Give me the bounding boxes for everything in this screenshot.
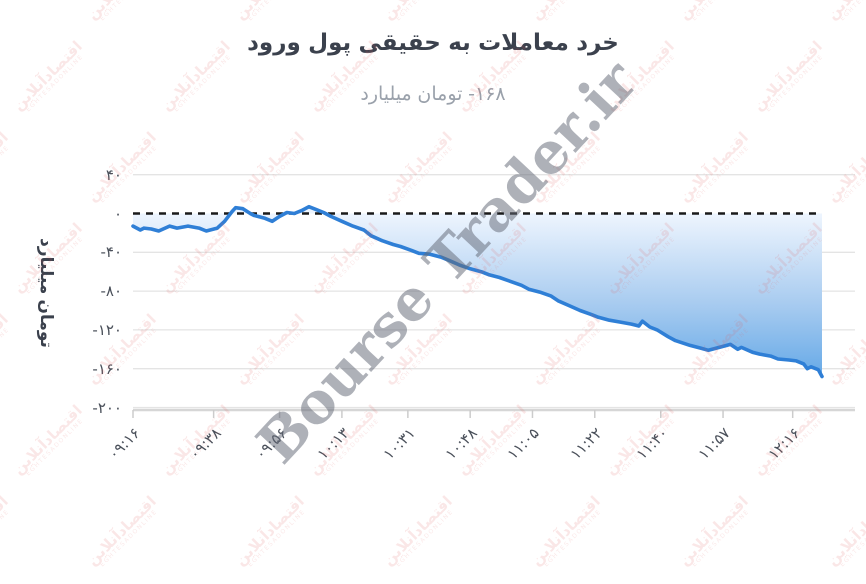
word: حقیقی xyxy=(358,30,441,56)
series-line xyxy=(131,204,824,379)
chart-title: ورود پول حقیقی به معاملات خرد xyxy=(0,30,866,56)
word: میلیارد xyxy=(360,83,412,105)
chart-subtitle: میلیارد تومان ۱۶۸- xyxy=(0,83,866,105)
y-tick-label: -۸۰ xyxy=(100,282,122,301)
word: تومان xyxy=(417,83,463,105)
word: ۱۶۸- xyxy=(468,83,506,105)
y-tick-label: -۱۶۰ xyxy=(92,359,122,378)
y-tick-label: ۴۰ xyxy=(105,165,122,184)
word: به xyxy=(448,30,471,56)
word: پول xyxy=(308,30,352,56)
word: ورود xyxy=(247,30,301,56)
y-tick-label: -۱۲۰ xyxy=(92,320,122,339)
y-tick-label: -۲۰۰ xyxy=(92,398,122,417)
y-tick-label: ۰ xyxy=(113,204,122,223)
y-tick-label: -۴۰ xyxy=(100,243,122,262)
series-area xyxy=(133,206,822,377)
word: خرد xyxy=(576,30,619,56)
word: معاملات xyxy=(478,30,569,56)
